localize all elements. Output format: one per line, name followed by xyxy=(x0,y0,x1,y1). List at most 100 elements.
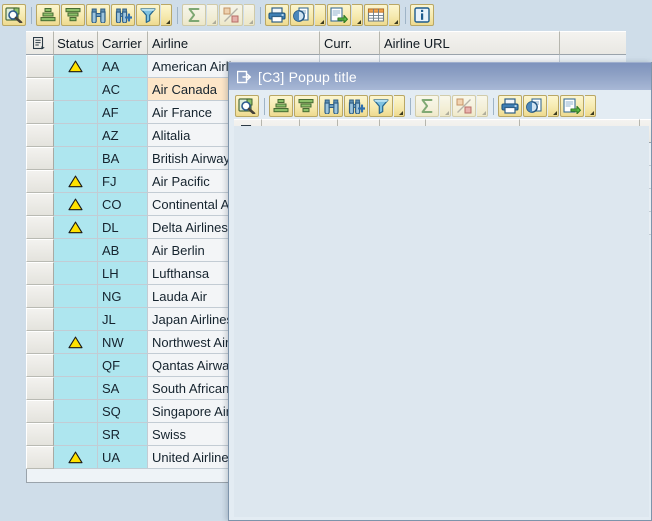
cell-carrier[interactable]: SR xyxy=(98,423,148,446)
popup-titlebar[interactable]: [C3] Popup title xyxy=(229,62,651,90)
cell-carrier[interactable]: AB xyxy=(98,239,148,262)
column-header-airline[interactable]: Airline xyxy=(148,31,320,55)
popup-grid-background xyxy=(234,126,649,517)
print-icon[interactable] xyxy=(498,95,522,117)
filter-icon[interactable] xyxy=(369,95,393,117)
filter-icon[interactable] xyxy=(136,4,160,26)
cell-carrier[interactable]: BA xyxy=(98,147,148,170)
print-icon[interactable] xyxy=(265,4,289,26)
cell-carrier[interactable]: SA xyxy=(98,377,148,400)
cell-status[interactable] xyxy=(54,170,98,193)
cell-carrier[interactable]: QF xyxy=(98,354,148,377)
layout-dropdown-arrow[interactable] xyxy=(389,4,400,26)
row-selector-button[interactable] xyxy=(26,308,54,331)
export-dropdown-arrow[interactable] xyxy=(585,95,596,117)
select-all-button[interactable] xyxy=(26,31,54,55)
detail-icon[interactable] xyxy=(235,95,259,117)
export-dropdown-arrow[interactable] xyxy=(352,4,363,26)
row-selector-button[interactable] xyxy=(26,377,54,400)
cell-status[interactable] xyxy=(54,55,98,78)
cell-carrier[interactable]: FJ xyxy=(98,170,148,193)
cell-carrier[interactable]: NG xyxy=(98,285,148,308)
row-selector-button[interactable] xyxy=(26,55,54,78)
cell-status[interactable] xyxy=(54,377,98,400)
cell-carrier[interactable]: DL xyxy=(98,216,148,239)
cell-carrier[interactable]: CO xyxy=(98,193,148,216)
cell-status[interactable] xyxy=(54,308,98,331)
row-selector-button[interactable] xyxy=(26,170,54,193)
cell-carrier[interactable]: SQ xyxy=(98,400,148,423)
row-selector-button[interactable] xyxy=(26,193,54,216)
cell-status[interactable] xyxy=(54,446,98,469)
print-preview-dropdown-arrow[interactable] xyxy=(315,4,326,26)
cell-status[interactable] xyxy=(54,354,98,377)
row-selector-button[interactable] xyxy=(26,354,54,377)
print-preview-icon[interactable] xyxy=(290,4,314,26)
print-preview-icon[interactable] xyxy=(523,95,547,117)
row-selector-button[interactable] xyxy=(26,400,54,423)
info-icon[interactable] xyxy=(410,4,434,26)
cell-status[interactable] xyxy=(54,285,98,308)
total-icon[interactable] xyxy=(182,4,206,26)
cell-carrier[interactable]: NW xyxy=(98,331,148,354)
cell-status[interactable] xyxy=(54,193,98,216)
export-icon[interactable] xyxy=(327,4,351,26)
cell-carrier[interactable]: AA xyxy=(98,55,148,78)
cell-carrier[interactable]: AF xyxy=(98,101,148,124)
row-selector-button[interactable] xyxy=(26,423,54,446)
row-selector-button[interactable] xyxy=(26,124,54,147)
row-selector-button[interactable] xyxy=(26,446,54,469)
cell-carrier[interactable]: JL xyxy=(98,308,148,331)
sort-descending-icon[interactable] xyxy=(294,95,318,117)
layout-icon[interactable] xyxy=(364,4,388,26)
main-toolbar[interactable] xyxy=(0,2,652,28)
find-icon[interactable] xyxy=(86,4,110,26)
row-selector-button[interactable] xyxy=(26,216,54,239)
cell-status[interactable] xyxy=(54,239,98,262)
find-next-icon[interactable] xyxy=(111,4,135,26)
subtotal-dropdown-arrow[interactable] xyxy=(244,4,255,26)
cell-status[interactable] xyxy=(54,78,98,101)
cell-status[interactable] xyxy=(54,331,98,354)
detail-icon[interactable] xyxy=(2,4,26,26)
cell-status[interactable] xyxy=(54,216,98,239)
popup-toolbar[interactable] xyxy=(233,93,651,119)
cell-carrier[interactable]: AZ xyxy=(98,124,148,147)
cell-status[interactable] xyxy=(54,124,98,147)
row-selector-button[interactable] xyxy=(26,285,54,308)
cell-carrier[interactable]: UA xyxy=(98,446,148,469)
subtotal-icon[interactable] xyxy=(219,4,243,26)
column-header-url[interactable]: Airline URL xyxy=(380,31,560,55)
find-next-icon[interactable] xyxy=(344,95,368,117)
cell-status[interactable] xyxy=(54,262,98,285)
row-selector-button[interactable] xyxy=(26,331,54,354)
sort-ascending-icon[interactable] xyxy=(36,4,60,26)
cell-status[interactable] xyxy=(54,423,98,446)
popup-window[interactable]: [C3] Popup title IDNo.CtrCtrDepart.cityA… xyxy=(228,62,652,521)
cell-status[interactable] xyxy=(54,400,98,423)
total-dropdown-arrow[interactable] xyxy=(207,4,218,26)
find-icon[interactable] xyxy=(319,95,343,117)
row-selector-button[interactable] xyxy=(26,239,54,262)
cell-status[interactable] xyxy=(54,101,98,124)
subtotal-dropdown-arrow[interactable] xyxy=(477,95,488,117)
column-header-carrier[interactable]: Carrier xyxy=(98,31,148,55)
filter-dropdown-arrow[interactable] xyxy=(394,95,405,117)
filter-dropdown-arrow[interactable] xyxy=(161,4,172,26)
cell-carrier[interactable]: AC xyxy=(98,78,148,101)
print-preview-dropdown-arrow[interactable] xyxy=(548,95,559,117)
column-header-status[interactable]: Status xyxy=(54,31,98,55)
row-selector-button[interactable] xyxy=(26,78,54,101)
export-icon[interactable] xyxy=(560,95,584,117)
sort-descending-icon[interactable] xyxy=(61,4,85,26)
column-header-curr[interactable]: Curr. xyxy=(320,31,380,55)
subtotal-icon[interactable] xyxy=(452,95,476,117)
sort-ascending-icon[interactable] xyxy=(269,95,293,117)
cell-carrier[interactable]: LH xyxy=(98,262,148,285)
row-selector-button[interactable] xyxy=(26,262,54,285)
total-dropdown-arrow[interactable] xyxy=(440,95,451,117)
cell-status[interactable] xyxy=(54,147,98,170)
row-selector-button[interactable] xyxy=(26,147,54,170)
total-icon[interactable] xyxy=(415,95,439,117)
row-selector-button[interactable] xyxy=(26,101,54,124)
